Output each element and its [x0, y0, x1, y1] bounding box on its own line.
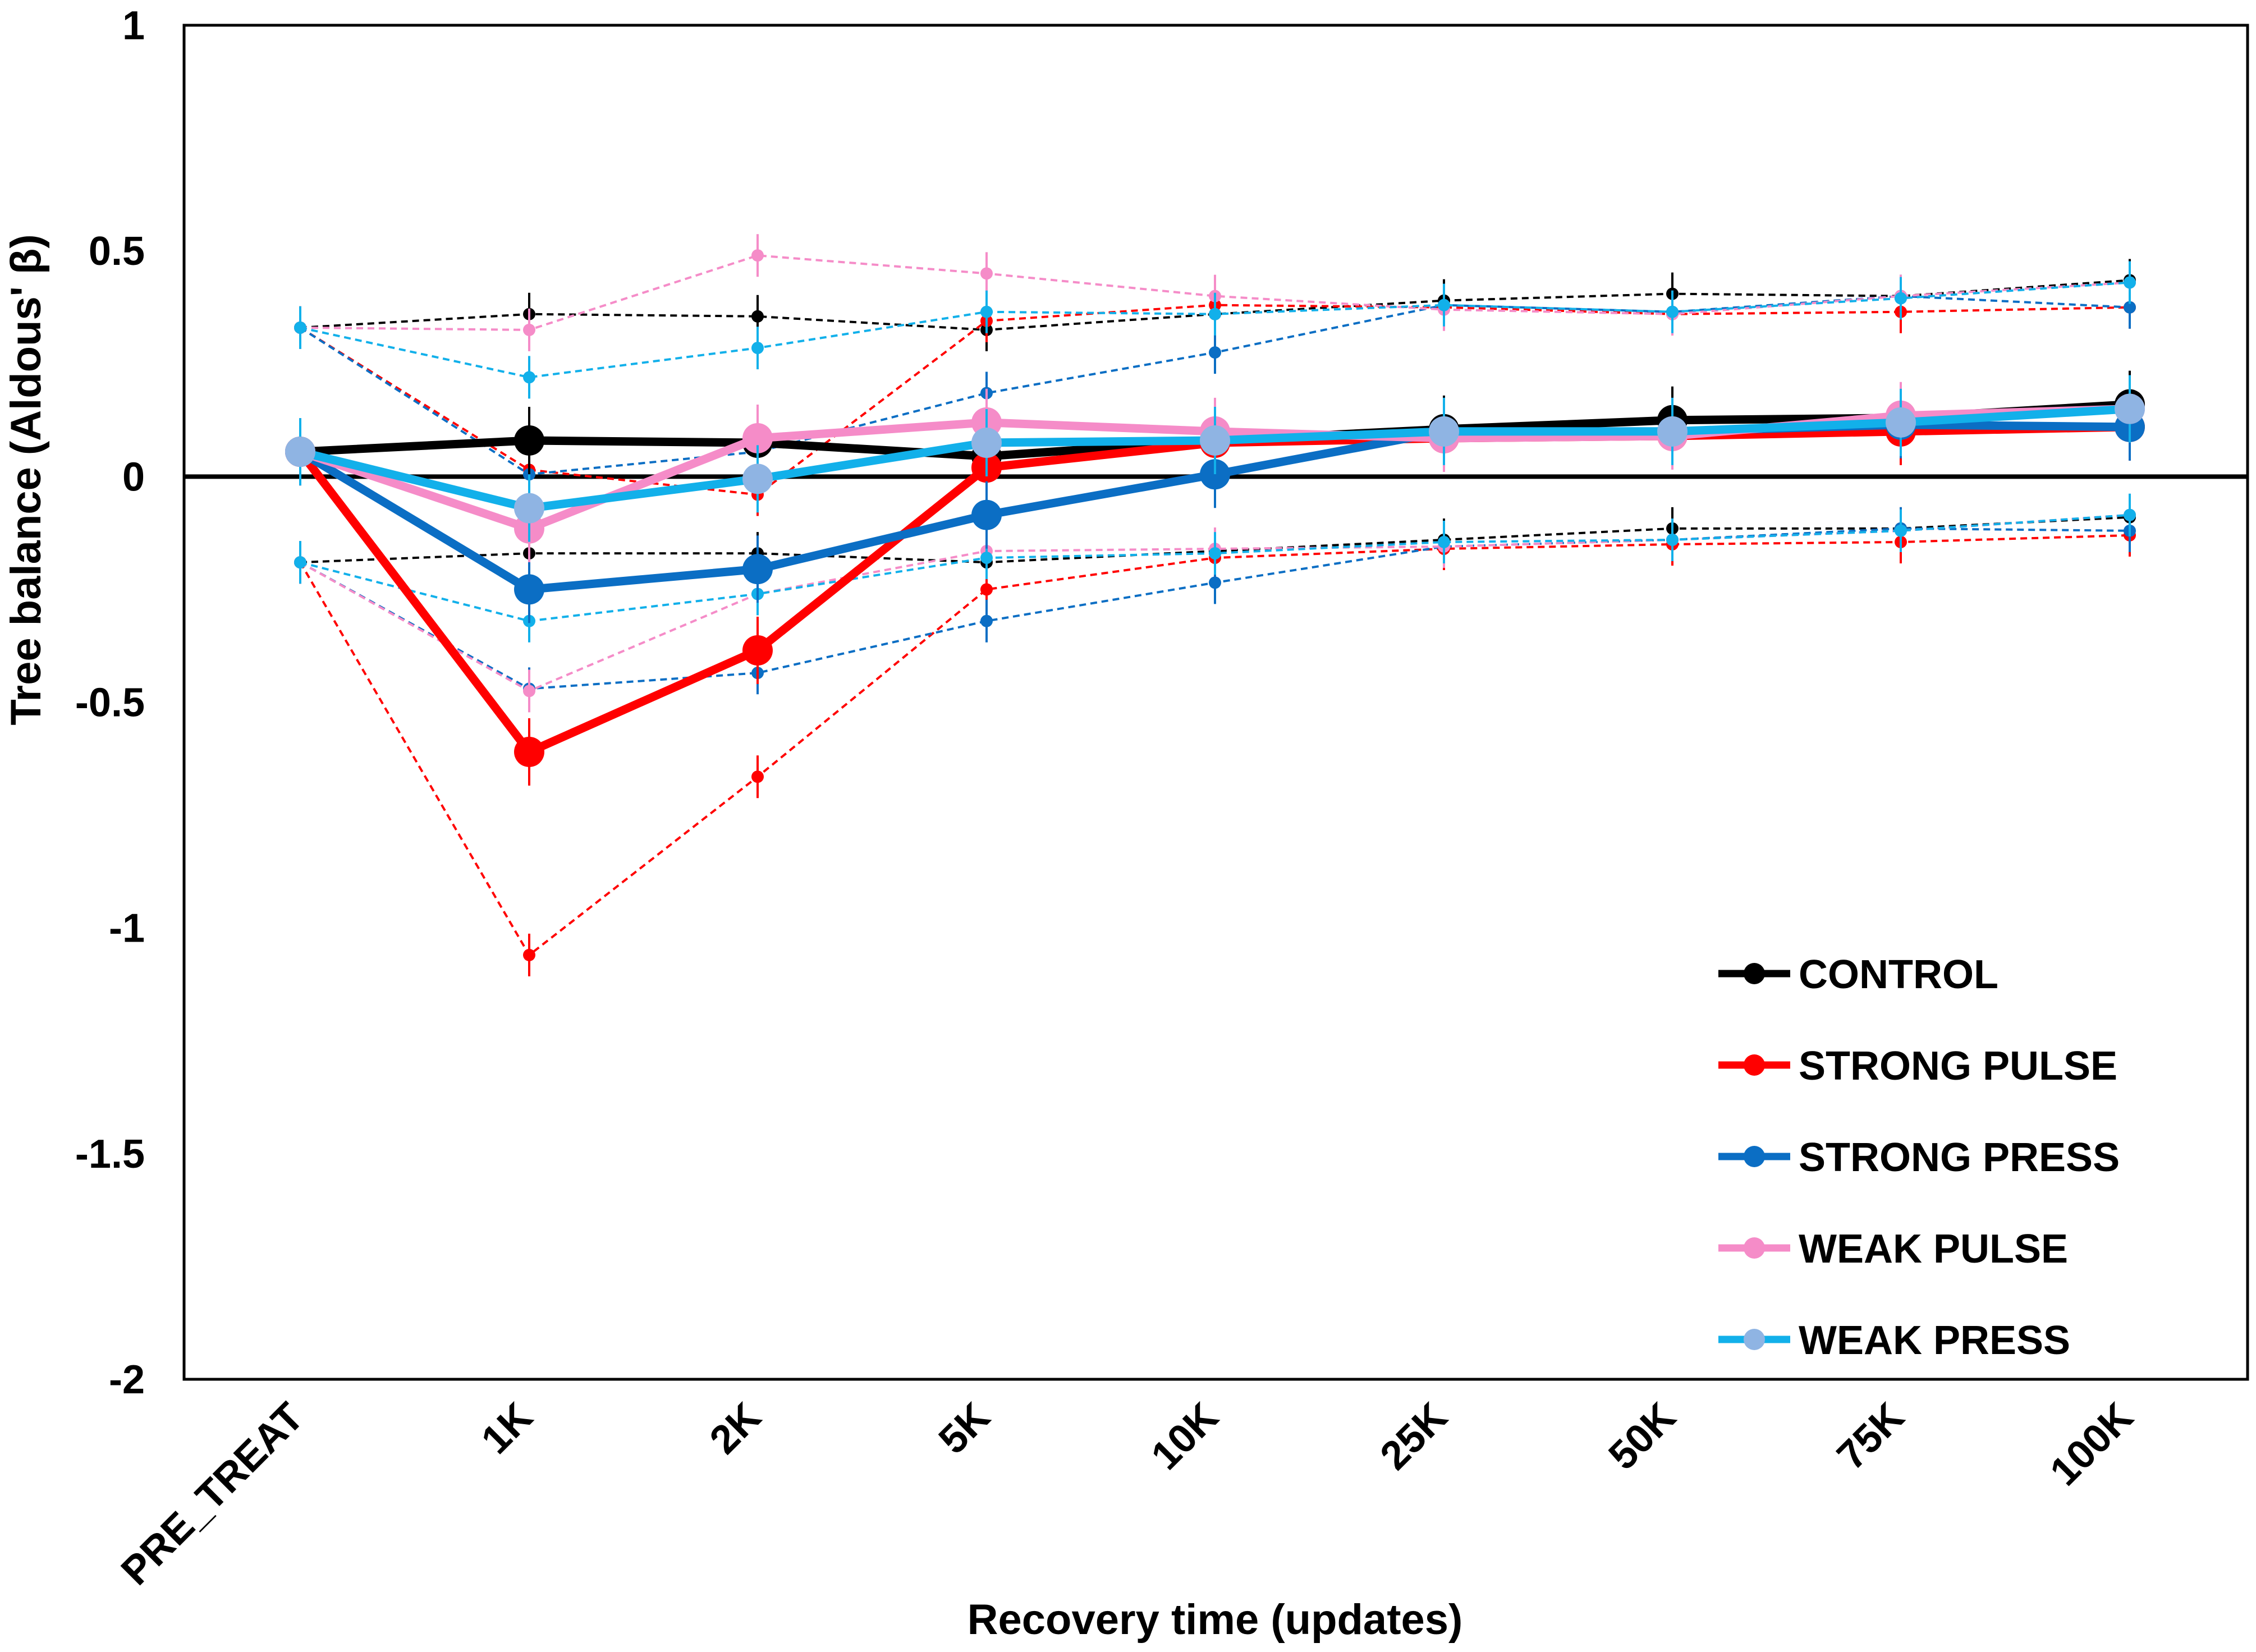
series-2-mean-point [514, 574, 544, 605]
series-4-mean-point [971, 428, 1002, 458]
series-2-mean-point [971, 499, 1002, 530]
series-4-lower-point [1666, 533, 1679, 546]
series-3-upper-point [523, 323, 535, 336]
y-tick-label: 0.5 [89, 229, 145, 274]
x-tick-label: 50K [1600, 1394, 1684, 1479]
series-3-upper-point [980, 267, 993, 280]
plot-area [182, 24, 2249, 1381]
series-2-lower-point [1209, 576, 1221, 589]
plot-frame [182, 24, 2249, 1381]
y-tick-label: 1 [122, 3, 145, 48]
series-2-upper-point [2124, 301, 2136, 314]
x-tick-label: 2K [701, 1394, 770, 1463]
y-tick-label: 0 [122, 455, 145, 499]
series-4-upper-point [1895, 292, 1907, 305]
legend-marker-2 [1744, 1146, 1765, 1167]
legend-marker-3 [1744, 1237, 1765, 1259]
x-tick-label: 75K [1828, 1394, 1913, 1479]
series-4-lower-point [1895, 524, 1907, 537]
legend-label-1: STRONG PULSE [1799, 1044, 2117, 1089]
series-3-lower-point [523, 685, 535, 697]
series-4-lower-point [1209, 547, 1221, 560]
series-1-mean-point [514, 736, 544, 767]
series-2-upper-point [1209, 346, 1221, 359]
series-4-upper-point [980, 305, 993, 318]
series-4-upper-point [1209, 308, 1221, 320]
series-4-upper-point [751, 342, 764, 355]
x-tick-label: 10K [1143, 1394, 1227, 1479]
y-axis-title: Tree balance (Aldous' β) [2, 234, 50, 725]
x-tick-label: 25K [1372, 1394, 1456, 1479]
series-4-upper-point [294, 321, 306, 334]
legend-label-3: WEAK PULSE [1799, 1227, 2068, 1272]
legend-marker-1 [1744, 1054, 1765, 1076]
legend-label-4: WEAK PRESS [1799, 1318, 2070, 1363]
legend-label-2: STRONG PRESS [1799, 1135, 2120, 1180]
series-2-mean-point [742, 554, 773, 585]
series-4-lower-point [294, 556, 306, 569]
legend-marker-0 [1744, 963, 1765, 984]
series-3-upper-point [751, 249, 764, 262]
series-4-mean-point [1657, 416, 1688, 447]
x-axis-title: Recovery time (updates) [967, 1596, 1463, 1644]
series-4-mean-point [514, 493, 544, 524]
series-0-mean-point [514, 425, 544, 456]
series-4-upper-point [2124, 276, 2136, 289]
y-tick-label: -1 [109, 906, 145, 951]
series-4-lower-point [1438, 535, 1450, 548]
series-4-upper-point [523, 371, 535, 384]
series-1-lower-point [980, 583, 993, 596]
series-3-upper-bound-line [300, 254, 2130, 331]
series-0-upper-point [751, 310, 764, 323]
series-3-mean-point [742, 423, 773, 453]
series-2-upper-point [523, 468, 535, 481]
y-tick-label: -1.5 [75, 1132, 145, 1177]
series-4-mean-point [1200, 425, 1230, 456]
legend-marker-4 [1744, 1329, 1765, 1350]
series-4-mean-point [1886, 407, 1916, 438]
x-tick-label: PRE_TREAT [113, 1394, 312, 1594]
x-tick-label: 100K [2042, 1394, 2142, 1494]
y-axis-ticks: 1 0.5 0 -0.5 -1 -1.5 -2 [75, 3, 145, 1402]
x-axis-ticks: PRE_TREAT 1K 2K 5K 10K 25K 50K 75K 100K [113, 1394, 2142, 1594]
series-4-lower-point [2124, 508, 2136, 521]
x-tick-label: 1K [473, 1394, 542, 1463]
series-4-upper-point [1666, 305, 1679, 318]
y-tick-label: -2 [109, 1357, 145, 1402]
series-4-mean-point [742, 464, 773, 494]
series-2-lower-point [980, 614, 993, 627]
y-tick-label: -0.5 [75, 681, 145, 726]
series-1-lower-point [751, 770, 764, 783]
series-1-mean-point [742, 635, 773, 666]
series-4-mean-point [1429, 416, 1459, 447]
legend: CONTROL STRONG PULSE STRONG PRESS WEAK PULS… [1718, 952, 2120, 1363]
series-0-upper-bound-line [300, 279, 2130, 331]
x-tick-label: 5K [930, 1394, 999, 1463]
series-1-lower-point [523, 948, 535, 961]
series-4-upper-point [1438, 299, 1450, 311]
series-4-lower-point [980, 552, 993, 565]
legend-label-0: CONTROL [1799, 952, 1998, 997]
series-4-mean-point [2115, 393, 2145, 424]
series-2-mean-point [1200, 459, 1230, 490]
series-4-mean-point [285, 437, 315, 467]
